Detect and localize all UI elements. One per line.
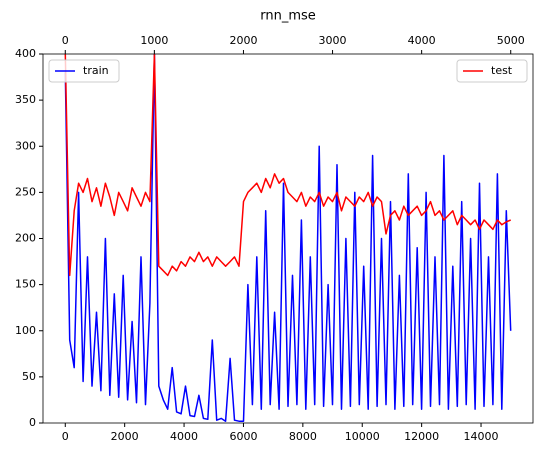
x2-tick-label: 2000 (229, 34, 257, 47)
y-tick-label: 350 (15, 93, 36, 106)
x-tick-label: 12000 (404, 430, 439, 443)
y-tick-label: 150 (15, 278, 36, 291)
x-tick-label: 8000 (289, 430, 317, 443)
y-tick-label: 50 (22, 370, 36, 383)
legend-box (48, 59, 120, 83)
series-line (64, 54, 512, 422)
axes-frame (42, 53, 534, 424)
legend: train (48, 59, 120, 83)
x-tick-label: 6000 (229, 430, 257, 443)
x-tick-label: 2000 (111, 430, 139, 443)
legend-label: train (83, 64, 109, 77)
y-tick-label: 400 (15, 47, 36, 60)
x-tick-label: 14000 (464, 430, 499, 443)
legend: test (456, 59, 528, 83)
y-tick-label: 200 (15, 232, 36, 245)
x-tick-label: 10000 (345, 430, 380, 443)
legend-box (456, 59, 528, 83)
y-tick-label: 250 (15, 185, 36, 198)
x2-tick-label: 4000 (408, 34, 436, 47)
x2-tick-label: 1000 (140, 34, 168, 47)
y-tick-label: 100 (15, 324, 36, 337)
series-line (64, 54, 511, 277)
x2-tick-label: 5000 (497, 34, 525, 47)
x2-tick-label: 0 (62, 34, 69, 47)
x2-tick-label: 3000 (319, 34, 347, 47)
legend-label: test (491, 64, 513, 77)
y-tick-label: 300 (15, 139, 36, 152)
y-tick-label: 0 (29, 416, 36, 429)
chart-title: rnn_mse (260, 9, 316, 24)
x-tick-label: 0 (62, 430, 69, 443)
plot-area (64, 54, 512, 422)
x-tick-label: 4000 (170, 430, 198, 443)
